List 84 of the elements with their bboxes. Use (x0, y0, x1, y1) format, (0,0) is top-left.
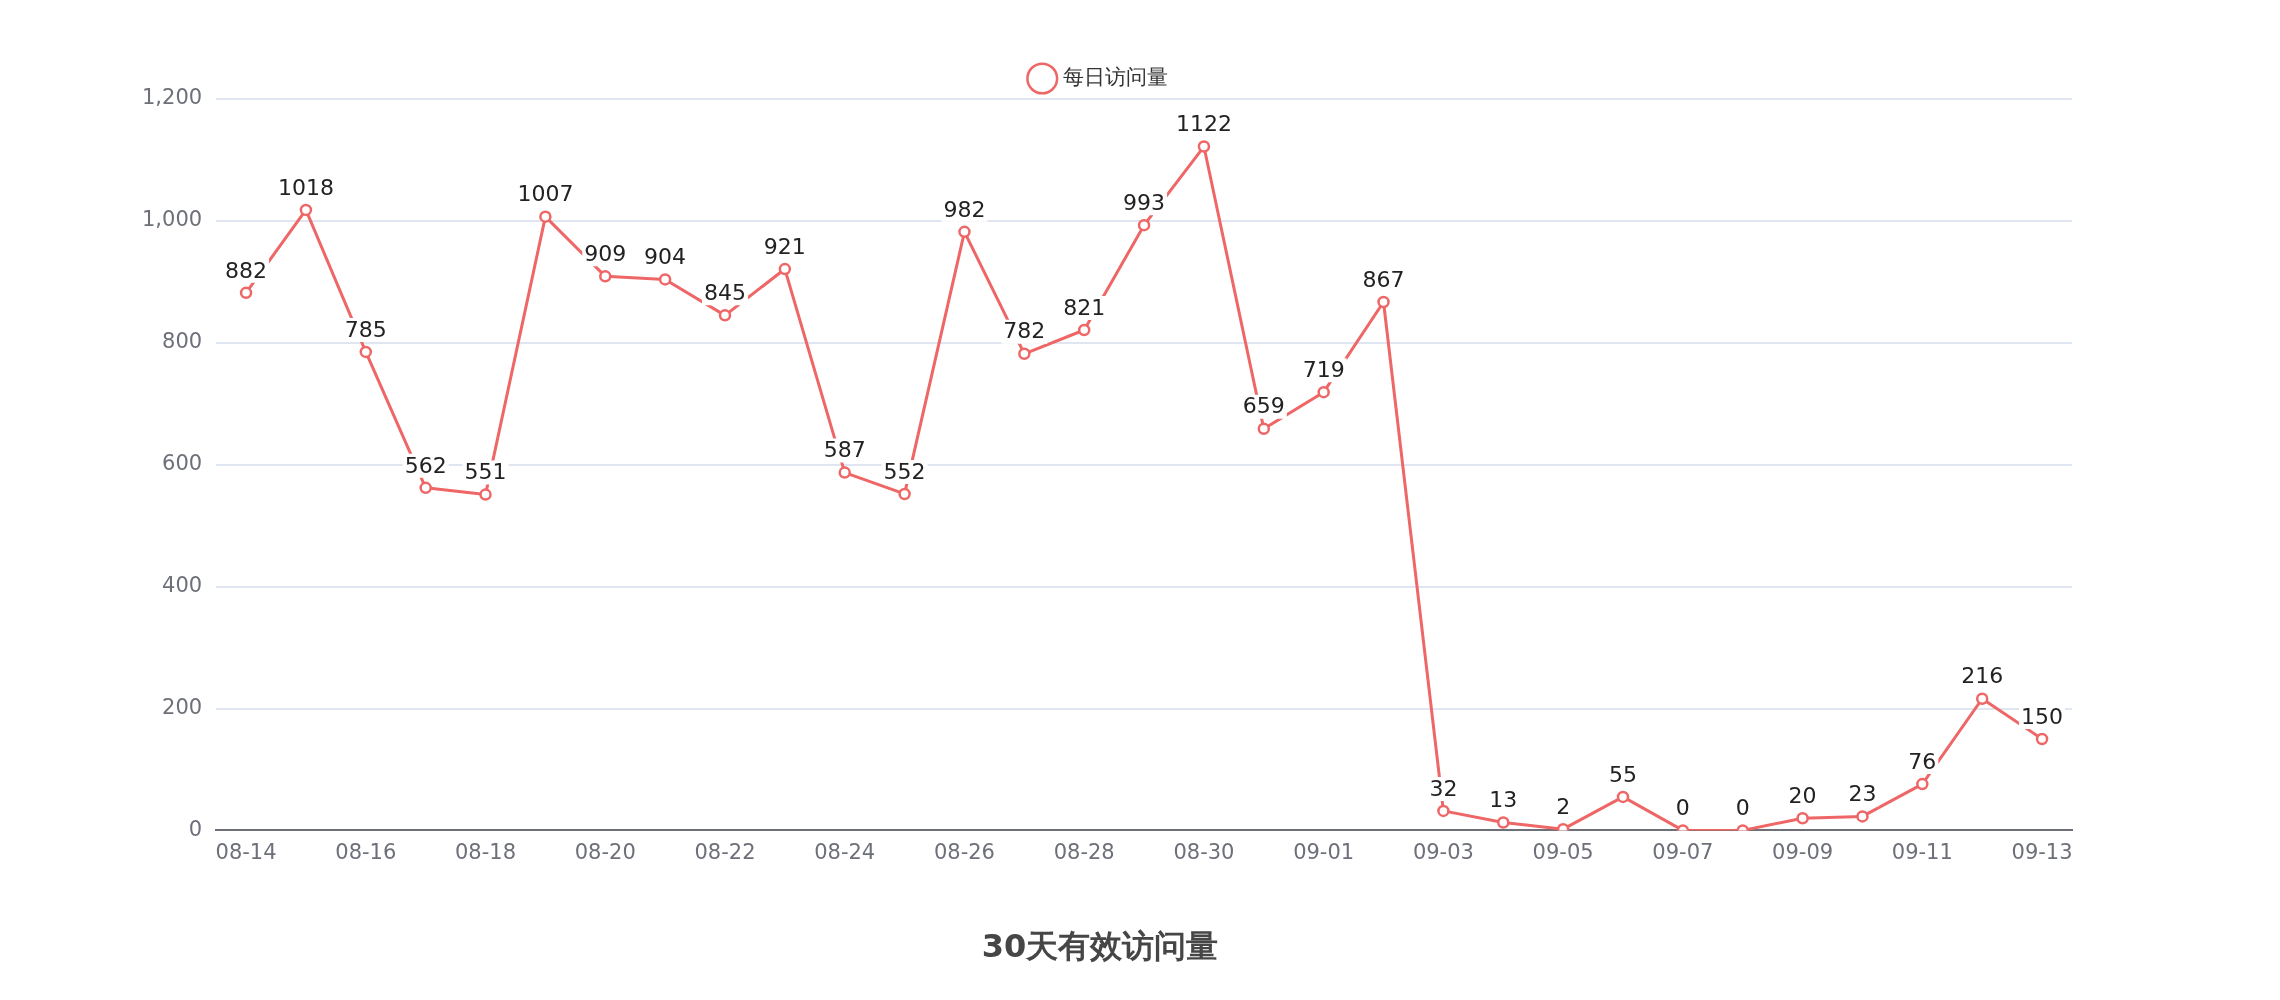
point (1317, 385, 1330, 399)
data-label: 562 (404, 452, 447, 478)
data-label: 882 (225, 257, 268, 283)
point (1197, 140, 1211, 153)
point (838, 466, 851, 479)
x-tick-label: 08-14 (215, 840, 277, 865)
point (1916, 777, 1929, 791)
point (1077, 323, 1091, 337)
point (599, 270, 612, 283)
data-label: 552 (883, 458, 926, 484)
data-label: 216 (1961, 663, 2004, 689)
data-label: 2 (1556, 793, 1571, 819)
x-tick-label: 09-11 (1891, 840, 1953, 865)
point (1018, 347, 1031, 361)
data-label: 904 (644, 244, 687, 270)
data-label: 32 (1429, 775, 1458, 801)
x-tick-label: 08-22 (694, 840, 756, 865)
x-tick-label: 09-01 (1293, 840, 1355, 865)
data-label: 23 (1848, 781, 1877, 807)
data-label: 1018 (277, 174, 334, 200)
point (1137, 218, 1151, 232)
point (1437, 804, 1450, 818)
point (778, 262, 792, 276)
data-label: 785 (344, 316, 387, 342)
x-tick-label: 09-05 (1532, 840, 1594, 865)
data-label: 867 (1362, 266, 1405, 292)
data-label: 782 (1003, 318, 1046, 344)
point (539, 210, 552, 223)
data-label: 20 (1788, 782, 1817, 808)
point (658, 273, 672, 286)
y-tick-label: 0 (188, 816, 203, 841)
data-label: 719 (1302, 356, 1345, 382)
point (419, 481, 432, 495)
data-label: 551 (464, 459, 507, 485)
data-label: 76 (1908, 748, 1937, 774)
data-label: 0 (1735, 795, 1750, 821)
point (898, 487, 911, 501)
point (1257, 422, 1271, 435)
y-tick-label: 200 (162, 694, 203, 719)
point (299, 203, 313, 217)
x-tick-label: 08-24 (814, 840, 876, 865)
data-label: 659 (1242, 393, 1285, 419)
x-tick-label: 08-20 (574, 840, 636, 865)
point (958, 225, 971, 239)
point (1856, 810, 1869, 823)
data-label: 982 (943, 196, 986, 222)
x-tick-label: 08-28 (1053, 840, 1115, 865)
point (479, 488, 492, 501)
data-label: 0 (1675, 795, 1690, 821)
point (1497, 816, 1510, 829)
data-label: 13 (1489, 787, 1518, 813)
x-tick-label: 09-07 (1652, 840, 1714, 865)
point (1616, 790, 1630, 804)
point (359, 345, 373, 359)
data-label: 1122 (1175, 111, 1232, 137)
text: 30天有效访问量 (981, 927, 1219, 966)
data-label: 587 (823, 437, 866, 463)
data-label: 993 (1123, 189, 1166, 215)
y-tick-label: 800 (162, 329, 203, 354)
data-label: 921 (763, 233, 806, 259)
y-tick-label: 400 (162, 573, 203, 598)
y-tick-label: 1,200 (141, 85, 203, 110)
x-tick-label: 09-13 (2011, 840, 2073, 865)
y-tick-label: 1,000 (141, 207, 203, 232)
x-tick-label: 08-26 (933, 840, 995, 865)
data-label: 909 (584, 241, 627, 267)
data-label: 150 (2021, 703, 2064, 729)
x-tick-label: 09-09 (1772, 840, 1834, 865)
data-label: 55 (1609, 761, 1637, 787)
data-label: 1007 (517, 181, 574, 207)
point (1975, 692, 1989, 705)
point (718, 309, 732, 322)
y-tick-label: 600 (162, 451, 203, 476)
point (239, 286, 253, 300)
point (2035, 732, 2049, 746)
data-label: 845 (703, 280, 746, 306)
point (1377, 295, 1390, 309)
legend-label: 每日访问量 (1063, 64, 1169, 89)
x-tick-label: 08-30 (1173, 840, 1235, 865)
point (1796, 811, 1809, 825)
x-tick-label: 08-18 (455, 840, 517, 865)
data-label: 821 (1063, 294, 1106, 320)
x-tick-label: 09-03 (1412, 840, 1474, 865)
x-tick-label: 08-16 (335, 840, 397, 865)
